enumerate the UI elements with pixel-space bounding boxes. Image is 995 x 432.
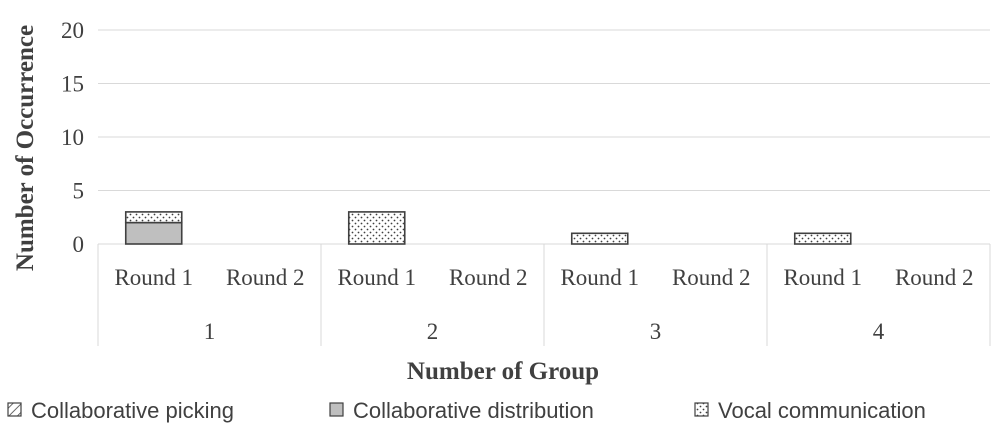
round-label: Round 1 bbox=[560, 265, 639, 290]
bar-segment-vocal-communication bbox=[793, 232, 852, 245]
round-label: Round 1 bbox=[783, 265, 862, 290]
gridlines bbox=[98, 29, 990, 245]
bar-segment-vocal-communication bbox=[347, 211, 406, 245]
round-label: Round 2 bbox=[226, 265, 305, 290]
legend-swatch bbox=[694, 402, 709, 417]
bar-segment-vocal-communication bbox=[124, 211, 183, 224]
legend: Collaborative picking Collaborative distr… bbox=[7, 398, 926, 423]
legend-swatch bbox=[329, 402, 344, 417]
legend-swatch bbox=[7, 402, 22, 417]
y-tick-label: 20 bbox=[61, 18, 84, 43]
y-tick-label: 5 bbox=[73, 179, 85, 204]
legend-label: Collaborative distribution bbox=[353, 398, 594, 423]
y-tick-label: 0 bbox=[73, 232, 85, 257]
category-axis: Round 1 Round 2 1 Round 1 Round 2 2 Round 1 Rou… bbox=[97, 244, 991, 346]
bars bbox=[124, 211, 852, 245]
y-tick-label: 15 bbox=[61, 72, 84, 97]
legend-label: Vocal communication bbox=[718, 398, 926, 423]
legend-label: Collaborative picking bbox=[31, 398, 234, 423]
y-axis-ticks: 0 5 10 15 20 bbox=[61, 18, 84, 257]
group-label: 2 bbox=[427, 319, 439, 344]
x-axis-title: Number of Group bbox=[407, 358, 599, 385]
round-label: Round 2 bbox=[672, 265, 751, 290]
bar-segment-vocal-communication bbox=[570, 232, 629, 245]
round-label: Round 2 bbox=[449, 265, 528, 290]
round-label: Round 1 bbox=[337, 265, 416, 290]
round-label: Round 2 bbox=[895, 265, 974, 290]
y-axis-title: Number of Occurrence bbox=[12, 25, 39, 271]
y-tick-label: 10 bbox=[61, 125, 84, 150]
bar-segment-collaborative-distribution bbox=[124, 221, 183, 245]
round-label: Round 1 bbox=[114, 265, 193, 290]
group-label: 4 bbox=[873, 319, 885, 344]
group-label: 1 bbox=[204, 319, 216, 344]
group-label: 3 bbox=[650, 319, 662, 344]
